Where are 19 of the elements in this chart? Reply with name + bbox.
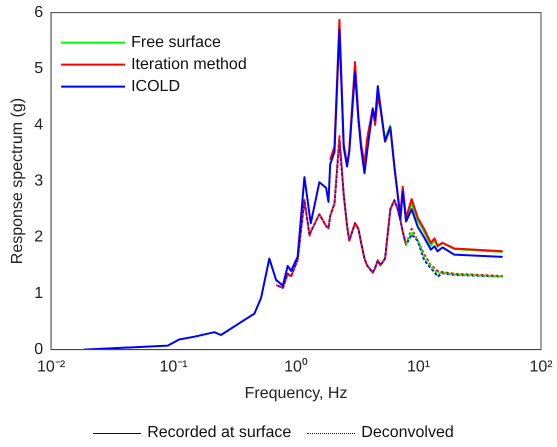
- y-tick-label: 1: [34, 284, 44, 302]
- x-tick-label: 10⁻²: [37, 358, 66, 376]
- y-tick-label: 5: [34, 60, 44, 78]
- text: Deconvolved: [361, 424, 454, 442]
- y-tick-label: 4: [34, 116, 44, 134]
- x-tick-label: 10⁰: [284, 358, 308, 376]
- y-axis-title: Response spectrum (g): [9, 98, 26, 264]
- legend-label: Iteration method: [131, 56, 247, 74]
- legend-label: Free surface: [131, 34, 222, 52]
- x-tick-label: 10²: [529, 358, 554, 376]
- legend-label: ICOLD: [131, 78, 180, 96]
- x-axis-title: Frequency, Hz: [244, 384, 348, 402]
- y-tick-label: 6: [34, 4, 44, 22]
- y-tick-label: 0: [34, 341, 44, 358]
- text: Recorded at surface: [147, 424, 292, 442]
- x-tick-label: 10¹: [406, 358, 430, 376]
- y-tick-label: 3: [34, 172, 44, 190]
- x-tick-label: 10⁻¹: [160, 358, 188, 376]
- y-tick-label: 2: [34, 228, 44, 246]
